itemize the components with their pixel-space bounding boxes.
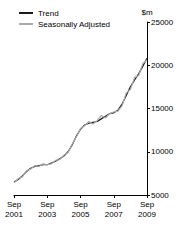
svg-text:2007: 2007 (105, 210, 123, 219)
svg-text:Sep: Sep (107, 200, 122, 209)
svg-text:5000: 5000 (151, 191, 169, 200)
svg-text:Sep: Sep (40, 200, 55, 209)
svg-text:Trend: Trend (38, 9, 59, 18)
svg-text:Sep: Sep (73, 200, 88, 209)
svg-text:25000: 25000 (151, 18, 174, 27)
svg-text:2009: 2009 (138, 210, 156, 219)
svg-text:2003: 2003 (38, 210, 56, 219)
svg-text:2001: 2001 (5, 210, 23, 219)
svg-text:10000: 10000 (151, 147, 174, 156)
svg-text:Sep: Sep (140, 200, 155, 209)
svg-text:15000: 15000 (151, 104, 174, 113)
svg-text:20000: 20000 (151, 61, 174, 70)
svg-text:2005: 2005 (72, 210, 90, 219)
svg-text:Seasonally Adjusted: Seasonally Adjusted (38, 20, 110, 29)
svg-text:$m: $m (141, 8, 152, 17)
svg-text:Sep: Sep (7, 200, 22, 209)
